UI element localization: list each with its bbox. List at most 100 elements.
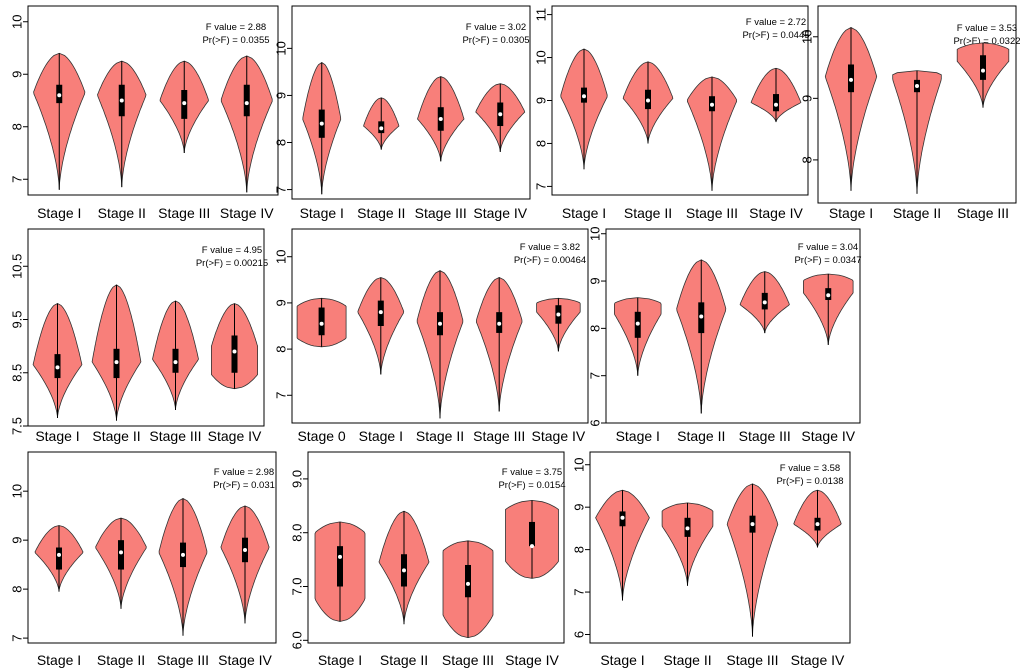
violin-stage-i — [824, 27, 878, 191]
violin-median-dot — [438, 321, 442, 326]
x-category-label: Stage I — [318, 652, 362, 668]
y-tick-label: 9 — [273, 299, 288, 306]
x-category-label: Stage III — [415, 205, 467, 221]
violin-median-dot — [620, 515, 625, 520]
x-category-label: Stage IV — [220, 205, 274, 221]
y-tick-label: 10 — [587, 226, 602, 240]
plot-frame — [27, 451, 277, 644]
y-tick-label: 7.5 — [9, 417, 24, 435]
y-tick-label: 7 — [587, 372, 602, 379]
x-category-label: Stage I — [35, 428, 79, 444]
violin-stage-iv — [220, 55, 273, 193]
x-category-label: Stage III — [957, 205, 1009, 221]
x-category-label: Stage I — [600, 652, 644, 668]
x-category-label: Stage II — [677, 428, 725, 444]
violin-median-dot — [232, 349, 237, 354]
violin-iqr-box — [56, 547, 62, 570]
f-value-label: F value = 3.53 — [957, 23, 1017, 34]
violin-median-dot — [710, 102, 714, 107]
violin-stage-iii — [158, 498, 208, 636]
p-value-label: Pr(>F) = 0.031 — [213, 480, 275, 491]
y-tick-label: 8 — [9, 586, 24, 593]
violin-panel-7: 6 7 8 9 10 F value = 3.04 Pr(>F) = 0.0347 Stage… — [587, 226, 861, 444]
y-tick-label: 9.5 — [9, 310, 24, 328]
violin-median-dot — [466, 581, 470, 586]
y-tick-label: 8 — [9, 123, 24, 130]
violin-stage-iii — [152, 300, 199, 411]
y-tick-label: 8 — [571, 546, 586, 553]
f-value-label: F value = 3.04 — [798, 242, 858, 253]
y-tick-label: 8.0 — [289, 524, 304, 542]
violin-median-dot — [55, 365, 60, 370]
x-category-label: Stage II — [416, 428, 464, 444]
x-category-label: Stage III — [739, 428, 791, 444]
x-category-label: Stage 0 — [297, 428, 345, 444]
violin-stage-i — [34, 525, 84, 592]
x-category-label: Stage I — [300, 205, 344, 221]
violin-stage-iii — [686, 76, 738, 191]
x-category-label: Stage II — [663, 652, 711, 668]
f-value-label: F value = 2.88 — [206, 22, 266, 33]
violin-panel-9: 6.0 7.0 8.0 9.0 F value = 3.75 Pr(>F) = 0.015… — [289, 451, 566, 668]
x-category-label: Stage IV — [791, 652, 845, 668]
violin-iqr-box — [773, 94, 779, 112]
f-value-label: F value = 3.02 — [466, 22, 526, 33]
p-value-label: Pr(>F) = 0.0445 — [742, 30, 809, 41]
violin-stage-iii — [442, 540, 494, 639]
violin-median-dot — [981, 68, 985, 73]
y-tick-label: 7 — [9, 176, 24, 183]
violin-iqr-box — [231, 335, 238, 373]
violin-panel-6: 7 8 9 10 F value = 3.82 Pr(>F) = 0.00464 Stage… — [273, 228, 589, 444]
violin-stage-ii — [622, 61, 674, 144]
plot-frame — [817, 5, 1017, 204]
violin-median-dot — [378, 310, 383, 315]
violin-stage-0 — [296, 297, 347, 348]
violin-panel-4: 8 9 10 F value = 3.53 Pr(>F) = 0.0322 Stage I… — [799, 5, 1020, 221]
violin-median-dot — [57, 93, 62, 98]
violin-median-dot — [402, 568, 406, 573]
x-category-label: Stage II — [893, 205, 941, 221]
violin-stage-ii — [97, 60, 147, 188]
x-category-label: Stage II — [357, 205, 405, 221]
y-tick-label: 10 — [571, 457, 586, 471]
violin-stage-iii — [726, 483, 779, 637]
violin-panel-1: 7 8 9 10 F value = 2.88 Pr(>F) = 0.0355 Stage … — [9, 5, 279, 221]
plot-frame — [27, 228, 265, 427]
x-category-label: Stage IV — [749, 205, 803, 221]
y-tick-label: 8 — [533, 140, 548, 147]
y-tick-label: 7 — [571, 588, 586, 595]
plot-frame — [589, 451, 851, 644]
y-tick-label: 8.5 — [9, 364, 24, 382]
violin-stage-iv — [750, 67, 802, 123]
p-value-label: Pr(>F) = 0.00215 — [196, 258, 268, 269]
violin-stage-ii — [95, 517, 147, 609]
p-value-label: Pr(>F) = 0.0305 — [462, 35, 529, 46]
violin-median-dot — [646, 98, 650, 103]
violin-stage-iv — [505, 499, 559, 579]
violin-median-dot — [826, 293, 831, 298]
y-tick-label: 8 — [799, 156, 814, 163]
x-category-label: Stage III — [149, 428, 201, 444]
violin-stage-i — [32, 303, 83, 419]
violin-stage-iv — [803, 273, 854, 345]
y-tick-label: 10.5 — [9, 254, 24, 279]
x-category-label: Stage IV — [218, 652, 272, 668]
y-tick-label: 6 — [571, 631, 586, 638]
x-category-label: Stage I — [37, 205, 81, 221]
x-category-label: Stage III — [157, 652, 209, 668]
y-tick-label: 8 — [587, 325, 602, 332]
x-category-label: Stage I — [829, 205, 873, 221]
plot-frame — [291, 5, 531, 200]
violin-median-dot — [815, 522, 820, 527]
y-tick-label: 9 — [273, 92, 288, 99]
x-category-label: Stage I — [616, 428, 660, 444]
violin-iqr-box — [337, 546, 343, 587]
violin-stage-iii — [475, 277, 523, 412]
violin-iqr-box — [465, 564, 471, 598]
violin-iqr-box — [243, 84, 250, 117]
x-category-label: Stage II — [624, 205, 672, 221]
x-category-label: Stage IV — [505, 652, 559, 668]
violin-median-dot — [114, 360, 119, 365]
plot-frame — [605, 228, 861, 424]
